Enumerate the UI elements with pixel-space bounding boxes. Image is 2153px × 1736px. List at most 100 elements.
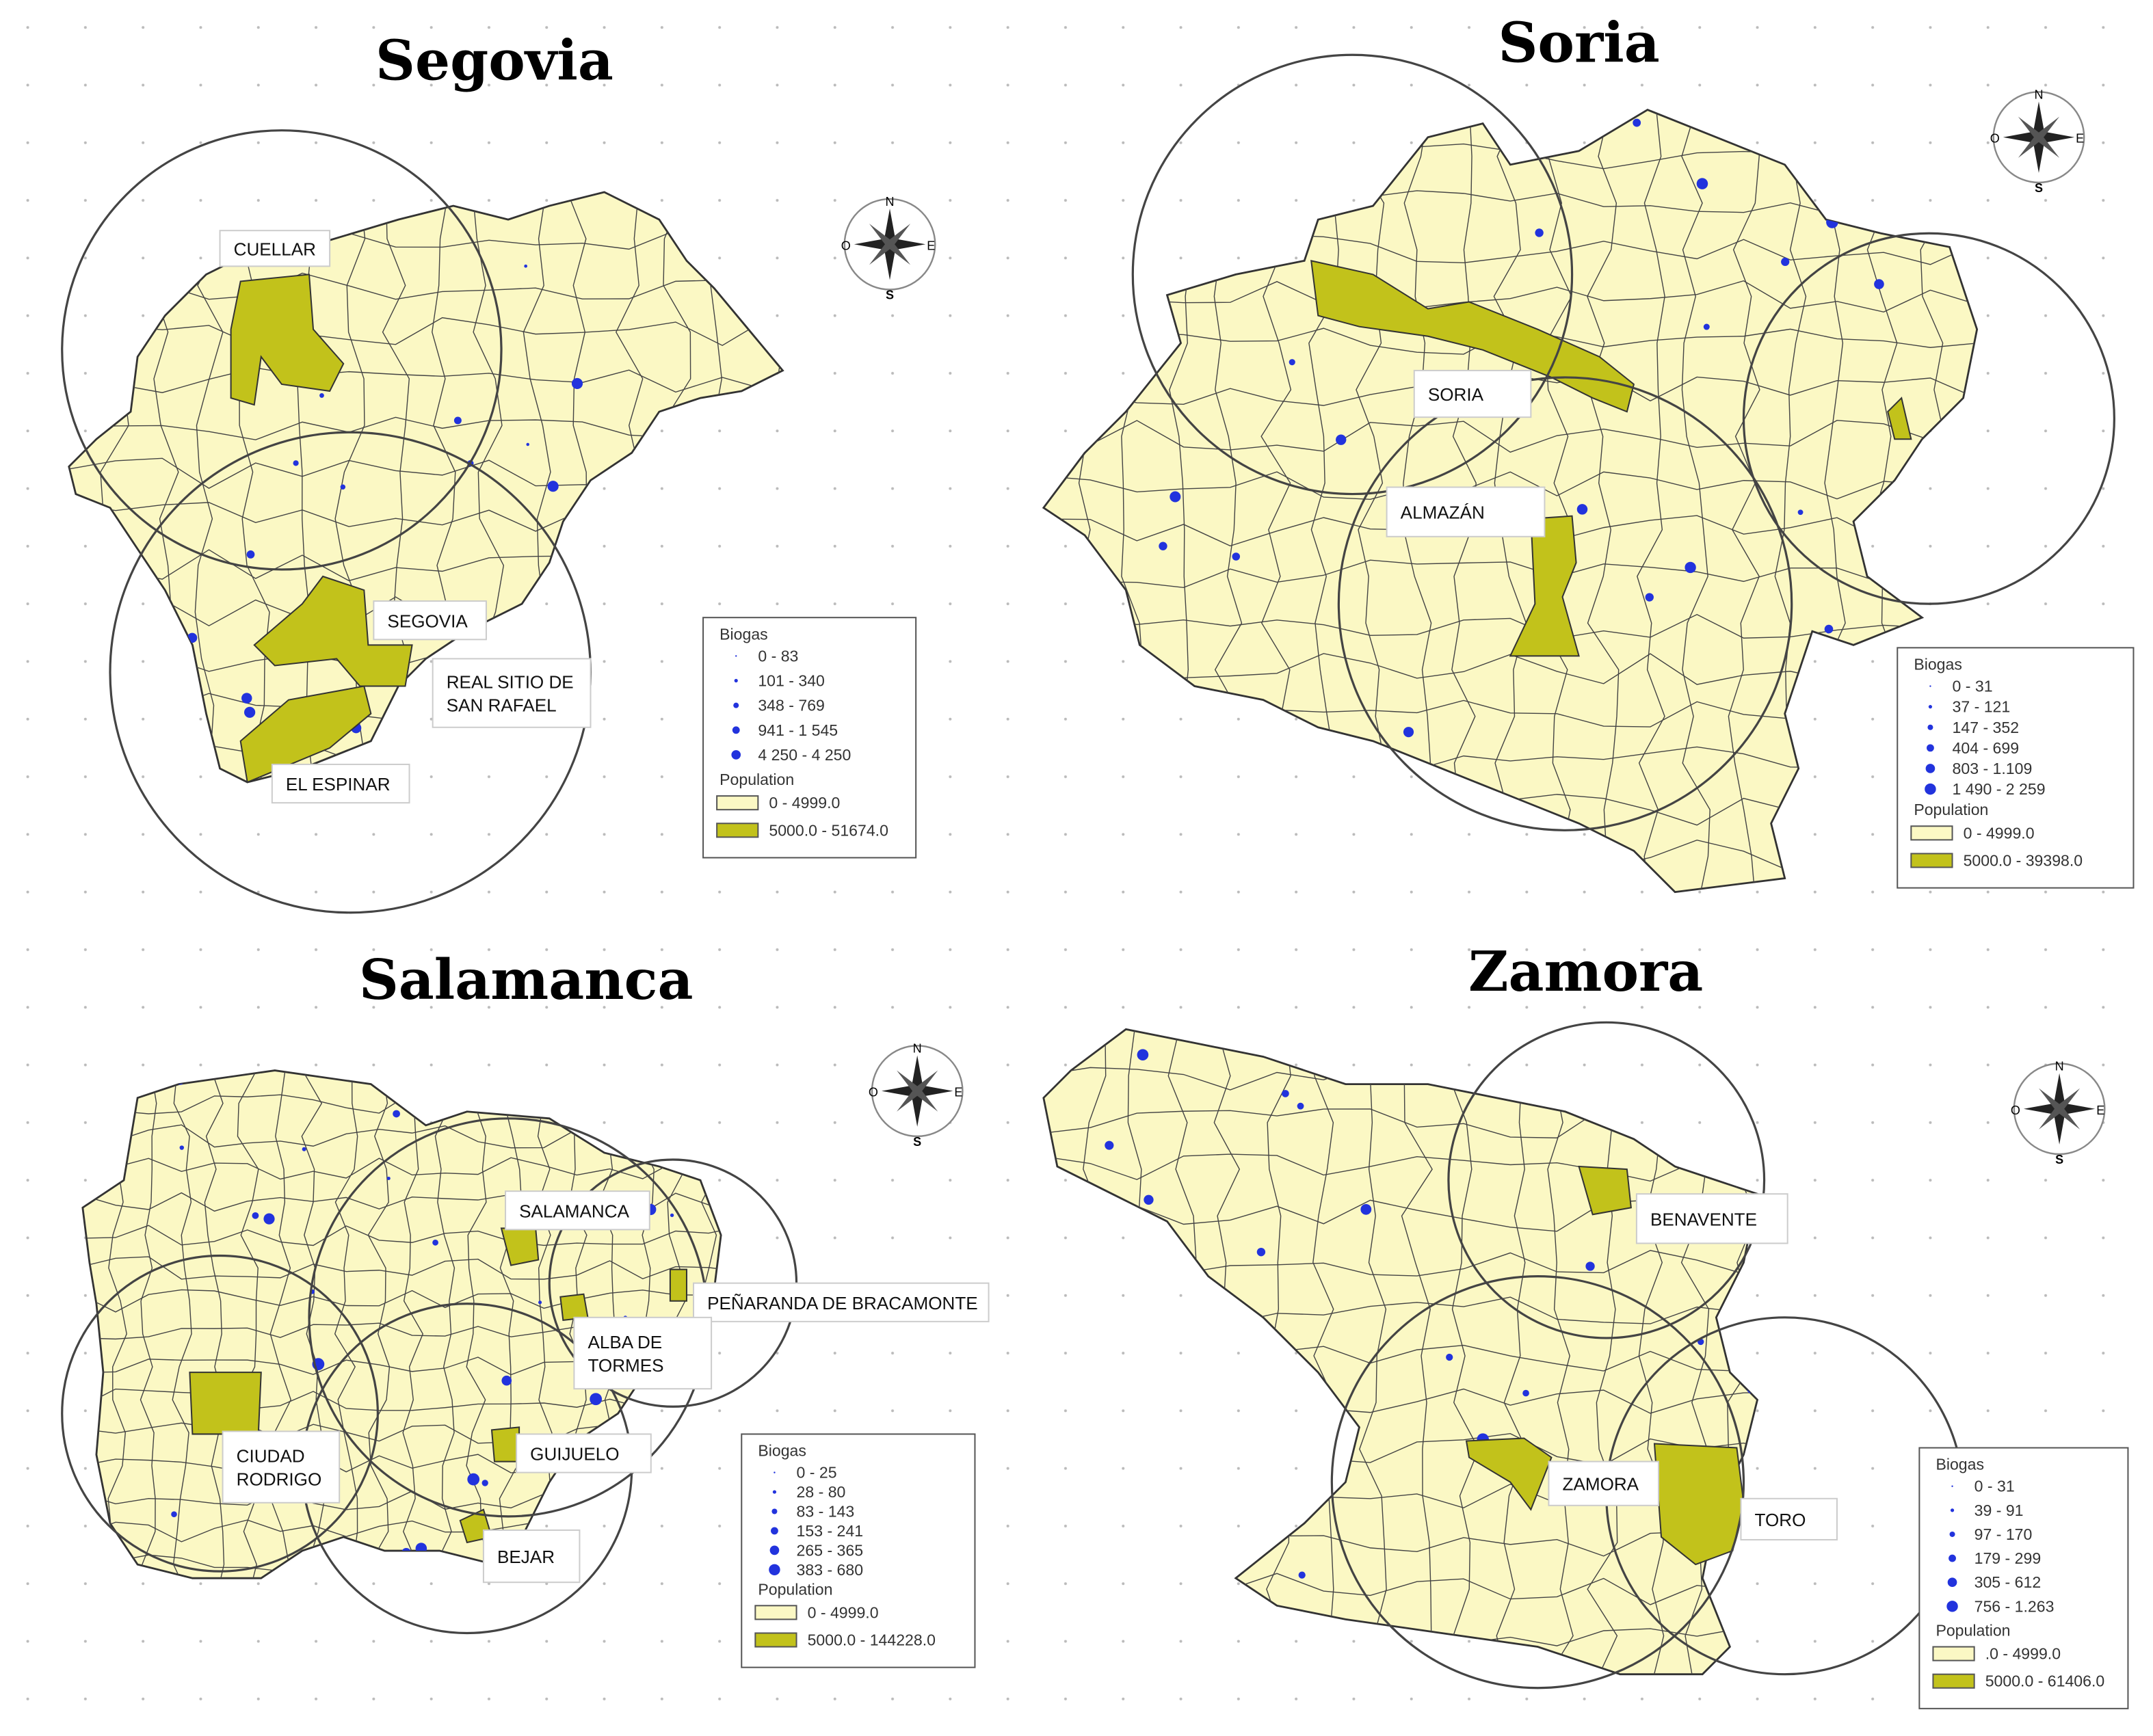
legend-item: 348 - 769 [758, 697, 825, 715]
boundary [1681, 109, 1710, 892]
boundary [367, 1070, 391, 1579]
boundary [68, 317, 783, 347]
legend-item: 0 - 4999.0 [1964, 824, 2035, 842]
boundary [1728, 109, 1760, 892]
large-municipality [253, 575, 413, 687]
legend-dot [769, 1564, 780, 1576]
legend-dot [1929, 685, 1931, 687]
boundary [1541, 109, 1574, 892]
compass-letter: O [2011, 1104, 2020, 1117]
place-label: RODRIGO [237, 1469, 322, 1490]
legend-title: Population [758, 1580, 832, 1598]
biogas-dot [241, 693, 252, 704]
biogas-dot [526, 442, 529, 446]
boundary [466, 1070, 489, 1579]
label-box [373, 600, 487, 641]
large-municipality [559, 1293, 589, 1321]
biogas-dot [453, 416, 462, 425]
legend-swatch [1932, 1646, 1975, 1661]
legend-swatch [716, 795, 759, 811]
biogas-dot [1633, 118, 1641, 127]
boundary [1043, 469, 1977, 500]
compass-letter: N [2034, 88, 2043, 102]
biogas-dot [1137, 1049, 1149, 1060]
legend-title: Population [1914, 801, 1988, 818]
legend-item: 941 - 1 545 [758, 721, 838, 739]
legend-dot [771, 1527, 778, 1535]
boundary [1544, 1029, 1574, 1674]
map-title: Zamora [1468, 939, 1703, 1004]
biogas-dot [1703, 323, 1710, 330]
biogas-dot [1256, 1247, 1266, 1257]
large-municipality [490, 1426, 520, 1463]
biogas-dot [1576, 504, 1588, 515]
biogas-dot [1360, 1203, 1372, 1215]
biogas-dot [252, 1212, 259, 1219]
biogas-dot [538, 1300, 542, 1305]
legend-item: 1 490 - 2 259 [1953, 780, 2046, 798]
compass-letter: S [2055, 1153, 2063, 1166]
label-box [1548, 1460, 1660, 1506]
biogas-dot [1645, 593, 1654, 602]
boundary [194, 191, 225, 783]
compass-letter: O [869, 1086, 878, 1099]
boundary [402, 1070, 424, 1579]
place-label: REAL SITIO DE [447, 672, 574, 693]
legend-swatch [754, 1605, 797, 1620]
biogas-dot [547, 481, 559, 492]
legend-dot [733, 702, 739, 708]
place-label: PEÑARANDA DE BRACAMONTE [707, 1293, 978, 1313]
label-box [505, 1190, 650, 1231]
large-municipality [669, 1268, 687, 1302]
biogas-dot [1797, 509, 1804, 516]
place-label: ZAMORA [1563, 1474, 1639, 1495]
legend-dot [1925, 764, 1936, 773]
biogas-dot [171, 1511, 177, 1517]
label-box [693, 1282, 990, 1322]
service-ring [61, 1254, 379, 1573]
compass-star [897, 1070, 938, 1112]
label-box [516, 1433, 652, 1473]
compass-letter: S [886, 289, 894, 302]
legend-item: 83 - 143 [797, 1503, 855, 1521]
large-municipality [189, 1372, 262, 1435]
map-panel: Salamanca SALAMANCA PEÑARANDA DE BRACAMONT… [61, 948, 990, 1668]
compass-letter: E [927, 239, 935, 252]
biogas-dot [571, 377, 583, 389]
biogas-dot [386, 1176, 391, 1181]
compass-letter: S [2035, 181, 2043, 195]
legend-item: 0 - 31 [1953, 678, 1993, 695]
legend-title: Biogas [719, 625, 768, 643]
legend-item: 147 - 352 [1953, 719, 2020, 736]
biogas-dot [1824, 624, 1834, 634]
compass-letter: E [2076, 132, 2084, 146]
compass-letter: N [2055, 1060, 2064, 1073]
boundary [1043, 1153, 1758, 1182]
legend-item: 101 - 340 [758, 672, 825, 690]
large-municipality [230, 273, 345, 406]
compass-letter: N [913, 1041, 922, 1055]
legend-dot [731, 750, 741, 760]
legend-item: 383 - 680 [797, 1561, 864, 1579]
legend-item: 179 - 299 [1974, 1549, 2042, 1567]
compass-letter: O [1990, 132, 2000, 146]
legend-item: 756 - 1.263 [1974, 1597, 2055, 1615]
boundary [301, 1070, 326, 1579]
biogas-dot [481, 1480, 488, 1486]
boundary [499, 1070, 523, 1579]
place-label: CUELLAR [234, 239, 316, 259]
legend-swatch [716, 823, 759, 838]
legend-dot [732, 726, 740, 734]
legend-item: 4 250 - 4 250 [758, 746, 851, 764]
boundary [334, 1070, 358, 1579]
legend-item: 39 - 91 [1974, 1501, 2024, 1519]
biogas-dot [246, 550, 255, 559]
legend-title: Population [719, 771, 794, 788]
legend-item: 5000.0 - 39398.0 [1964, 851, 2083, 869]
boundary [1043, 420, 1977, 453]
biogas-dot [1826, 630, 1830, 634]
legend-item: 305 - 612 [1974, 1573, 2042, 1591]
place-label: TORMES [587, 1355, 663, 1376]
label-box [1386, 486, 1546, 537]
biogas-dot [1336, 434, 1347, 445]
